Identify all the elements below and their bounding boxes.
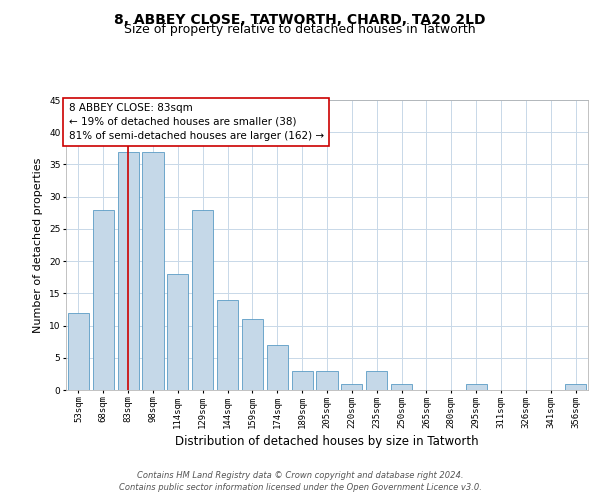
Bar <box>217 300 238 390</box>
Bar <box>93 210 114 390</box>
Bar <box>267 345 288 390</box>
Text: Contains public sector information licensed under the Open Government Licence v3: Contains public sector information licen… <box>119 483 481 492</box>
Bar <box>565 384 586 390</box>
Bar <box>341 384 362 390</box>
Bar <box>391 384 412 390</box>
Bar <box>466 384 487 390</box>
Bar <box>316 370 338 390</box>
Bar <box>192 210 213 390</box>
Text: Size of property relative to detached houses in Tatworth: Size of property relative to detached ho… <box>124 22 476 36</box>
Bar <box>142 152 164 390</box>
Bar <box>292 370 313 390</box>
Bar <box>242 319 263 390</box>
Text: Contains HM Land Registry data © Crown copyright and database right 2024.: Contains HM Land Registry data © Crown c… <box>137 472 463 480</box>
Bar <box>366 370 387 390</box>
Bar <box>118 152 139 390</box>
Text: 8 ABBEY CLOSE: 83sqm
← 19% of detached houses are smaller (38)
81% of semi-detac: 8 ABBEY CLOSE: 83sqm ← 19% of detached h… <box>68 103 324 141</box>
Bar <box>167 274 188 390</box>
X-axis label: Distribution of detached houses by size in Tatworth: Distribution of detached houses by size … <box>175 434 479 448</box>
Y-axis label: Number of detached properties: Number of detached properties <box>34 158 43 332</box>
Text: 8, ABBEY CLOSE, TATWORTH, CHARD, TA20 2LD: 8, ABBEY CLOSE, TATWORTH, CHARD, TA20 2L… <box>114 12 486 26</box>
Bar <box>68 312 89 390</box>
